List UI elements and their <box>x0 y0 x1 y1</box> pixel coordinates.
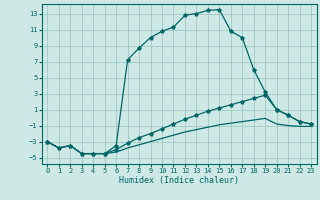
X-axis label: Humidex (Indice chaleur): Humidex (Indice chaleur) <box>119 176 239 185</box>
